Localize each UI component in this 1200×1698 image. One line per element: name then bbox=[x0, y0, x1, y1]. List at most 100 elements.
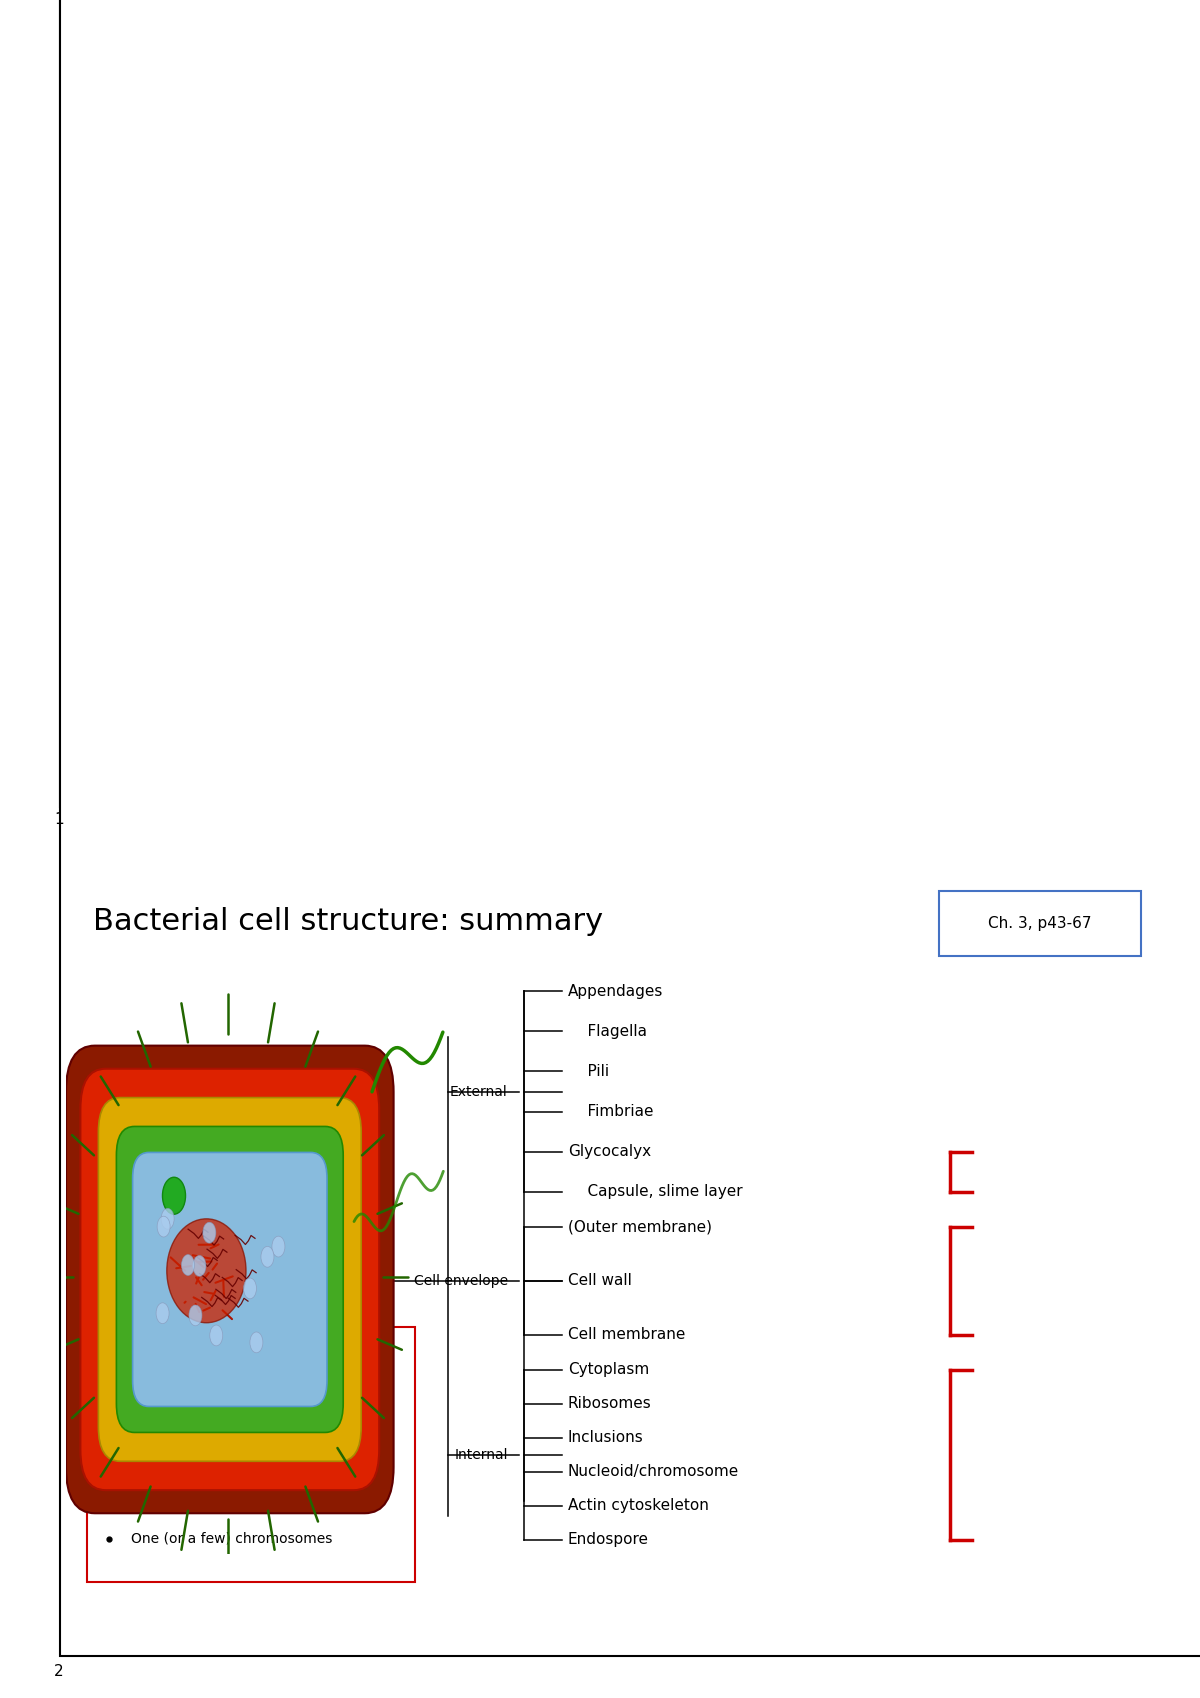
Circle shape bbox=[223, 611, 248, 632]
Circle shape bbox=[140, 694, 163, 713]
Circle shape bbox=[590, 727, 626, 754]
Text: Cytoplasm: Cytoplasm bbox=[568, 1362, 649, 1377]
Circle shape bbox=[500, 579, 541, 611]
Circle shape bbox=[636, 520, 672, 547]
Circle shape bbox=[647, 571, 674, 593]
Ellipse shape bbox=[167, 1219, 246, 1323]
Ellipse shape bbox=[806, 661, 874, 715]
Circle shape bbox=[466, 533, 510, 569]
Circle shape bbox=[272, 1236, 284, 1257]
Text: Cell wall: Cell wall bbox=[301, 80, 332, 88]
Circle shape bbox=[293, 703, 318, 723]
Text: Internal: Internal bbox=[455, 1448, 508, 1462]
Text: Ribosomes: Ribosomes bbox=[568, 1396, 652, 1411]
Text: Inclusions: Inclusions bbox=[568, 1430, 643, 1445]
Circle shape bbox=[660, 547, 692, 572]
Text: Nucleoid: Nucleoid bbox=[454, 562, 487, 571]
Text: (Outer membrane): (Outer membrane) bbox=[568, 1219, 712, 1234]
Circle shape bbox=[544, 706, 586, 739]
Text: One (or a few) chromosomes: One (or a few) chromosomes bbox=[131, 1532, 332, 1545]
Text: Bacterial cell structure: summary: Bacterial cell structure: summary bbox=[92, 907, 602, 936]
Circle shape bbox=[156, 1302, 169, 1324]
Circle shape bbox=[167, 584, 193, 604]
Circle shape bbox=[125, 701, 149, 720]
Circle shape bbox=[638, 654, 674, 681]
Circle shape bbox=[313, 708, 340, 728]
Text: Chromosome
DNA: Chromosome DNA bbox=[132, 771, 182, 790]
Circle shape bbox=[278, 708, 302, 727]
Text: Inclusion: Inclusion bbox=[277, 781, 311, 790]
Circle shape bbox=[684, 567, 713, 589]
Circle shape bbox=[648, 684, 688, 715]
Text: a: © Science Source  b: Janice Carr/CDC  c: © McGraw-Hill Education/James Redfea: a: © Science Source b: Janice Carr/CDC c… bbox=[439, 796, 773, 803]
Circle shape bbox=[162, 1177, 186, 1214]
Circle shape bbox=[181, 1255, 194, 1275]
Text: (c) B. megaterium—rods in chains: (c) B. megaterium—rods in chains bbox=[878, 783, 1032, 793]
Circle shape bbox=[500, 642, 534, 669]
Circle shape bbox=[634, 537, 671, 565]
Circle shape bbox=[488, 623, 520, 647]
Text: Capsule: Capsule bbox=[70, 80, 101, 88]
Circle shape bbox=[488, 547, 528, 577]
Circle shape bbox=[433, 669, 476, 703]
Circle shape bbox=[335, 688, 360, 706]
Text: 1: 1 bbox=[54, 812, 64, 827]
Circle shape bbox=[713, 749, 748, 776]
Circle shape bbox=[320, 701, 346, 722]
Circle shape bbox=[157, 1216, 170, 1238]
Text: Cytoplasm: Cytoplasm bbox=[131, 1426, 205, 1442]
Circle shape bbox=[260, 1246, 274, 1267]
Ellipse shape bbox=[851, 559, 922, 611]
Text: Actin cytoskeleton: Actin cytoskeleton bbox=[568, 1498, 709, 1513]
Ellipse shape bbox=[1022, 574, 1117, 591]
Circle shape bbox=[247, 694, 271, 713]
Text: Endospore: Endospore bbox=[568, 1532, 649, 1547]
FancyBboxPatch shape bbox=[80, 1068, 379, 1491]
Text: Common to all bacterial cells: Common to all bacterial cells bbox=[109, 1336, 336, 1350]
Circle shape bbox=[186, 683, 210, 701]
Text: Flagellum: Flagellum bbox=[412, 781, 450, 790]
Ellipse shape bbox=[847, 708, 894, 774]
FancyBboxPatch shape bbox=[98, 1097, 361, 1462]
Circle shape bbox=[572, 700, 614, 732]
Circle shape bbox=[236, 627, 263, 647]
Circle shape bbox=[521, 594, 552, 618]
Text: Cell membrane: Cell membrane bbox=[568, 1328, 685, 1343]
Circle shape bbox=[493, 745, 529, 774]
Circle shape bbox=[286, 694, 311, 715]
Text: Prokaryotic cell: Prokaryotic cell bbox=[276, 1274, 382, 1287]
Text: Flagella: Flagella bbox=[568, 1024, 647, 1039]
Circle shape bbox=[581, 637, 613, 662]
Circle shape bbox=[596, 686, 625, 708]
Circle shape bbox=[258, 669, 283, 688]
Circle shape bbox=[721, 751, 760, 779]
Text: Fimbriae: Fimbriae bbox=[568, 1104, 653, 1119]
Circle shape bbox=[160, 591, 186, 610]
Circle shape bbox=[722, 654, 754, 678]
Circle shape bbox=[686, 581, 716, 604]
Circle shape bbox=[648, 557, 677, 581]
Circle shape bbox=[161, 1209, 174, 1229]
Text: Plasma
membrane: Plasma membrane bbox=[401, 70, 443, 88]
Circle shape bbox=[188, 581, 214, 599]
Text: Pili: Pili bbox=[568, 1065, 608, 1078]
Ellipse shape bbox=[851, 604, 914, 662]
Circle shape bbox=[452, 533, 487, 560]
Text: Capsule, slime layer: Capsule, slime layer bbox=[568, 1185, 743, 1199]
FancyBboxPatch shape bbox=[94, 148, 467, 380]
Text: Bacterial cell structure: Bacterial cell structure bbox=[606, 492, 912, 516]
Text: BMB507: BMB507 bbox=[684, 185, 834, 219]
Circle shape bbox=[742, 637, 774, 662]
Text: Nucleoid/chromosome: Nucleoid/chromosome bbox=[568, 1464, 739, 1479]
Circle shape bbox=[216, 594, 241, 615]
Circle shape bbox=[109, 708, 133, 727]
Text: Ribosomes: Ribosomes bbox=[173, 80, 215, 88]
Circle shape bbox=[355, 655, 380, 676]
Text: (a) S. agalactiae—cocci in chains: (a) S. agalactiae—cocci in chains bbox=[182, 783, 331, 793]
Circle shape bbox=[738, 589, 768, 615]
Circle shape bbox=[715, 737, 748, 762]
Circle shape bbox=[458, 684, 487, 706]
Text: Ch. 3, p43-67: Ch. 3, p43-67 bbox=[989, 917, 1092, 932]
Circle shape bbox=[700, 717, 732, 742]
Circle shape bbox=[170, 684, 194, 703]
